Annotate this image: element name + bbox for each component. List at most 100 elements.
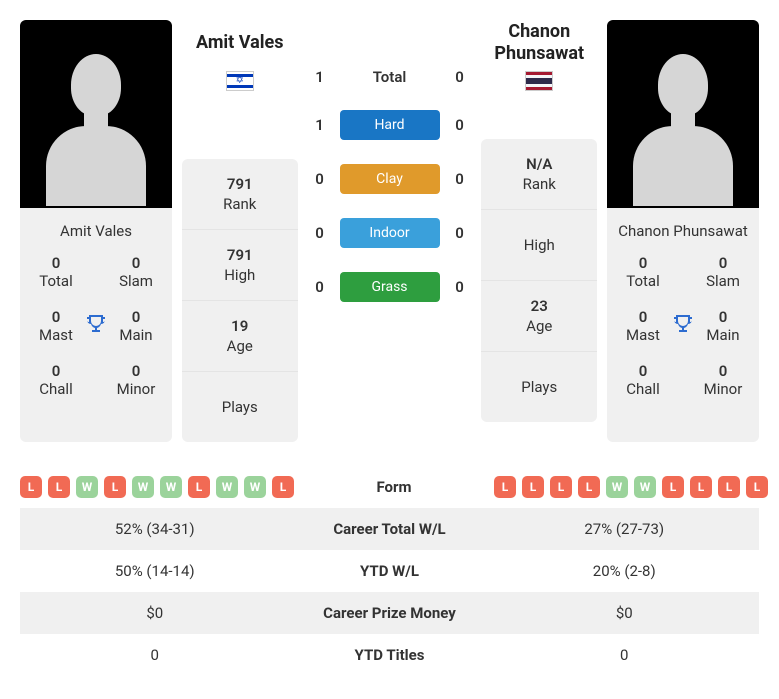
compare-table: LLWLWWLWWL Form LLLLWWLLLL 52% (34-31)Ca… bbox=[20, 466, 759, 676]
right-player-name-small: Chanon Phunsawat bbox=[607, 208, 759, 254]
form-result-box: W bbox=[132, 476, 154, 498]
compare-label-form: Form bbox=[294, 478, 494, 496]
h2h-surface-row: 0 Clay 0 bbox=[308, 164, 472, 194]
form-result-box: L bbox=[494, 476, 516, 498]
stat-high: High bbox=[481, 210, 597, 281]
h2h-right-score: 0 bbox=[448, 170, 472, 188]
left-player-name-small: Amit Vales bbox=[20, 208, 172, 254]
title-slam: 0 Slam bbox=[695, 254, 751, 290]
left-flag: ✡ bbox=[182, 70, 298, 91]
h2h-left-score: 0 bbox=[308, 278, 332, 296]
right-player-card: Chanon Phunsawat 0 Total 0 Slam 0 Mast 0… bbox=[607, 20, 759, 442]
surface-pill: Hard bbox=[340, 110, 440, 140]
title-total: 0 Total bbox=[615, 254, 671, 290]
form-result-box: L bbox=[550, 476, 572, 498]
top-comparison-row: Amit Vales 0 Total 0 Slam 0 Mast 0 Main bbox=[20, 20, 759, 442]
compare-label: Career Prize Money bbox=[290, 604, 490, 622]
h2h-left-score: 1 bbox=[308, 116, 332, 134]
h2h-total-left: 1 bbox=[308, 68, 332, 86]
form-result-box: L bbox=[718, 476, 740, 498]
compare-row: 50% (14-14)YTD W/L20% (2-8) bbox=[20, 550, 759, 592]
compare-label: YTD Titles bbox=[290, 646, 490, 664]
compare-left-value: 50% (14-14) bbox=[20, 562, 290, 580]
title-chall: 0 Chall bbox=[28, 362, 84, 398]
form-result-box: L bbox=[578, 476, 600, 498]
surface-pill: Grass bbox=[340, 272, 440, 302]
form-result-box: W bbox=[160, 476, 182, 498]
compare-row: 0YTD Titles0 bbox=[20, 634, 759, 676]
right-stat-col: Chanon Phunsawat N/A Rank High 23 Age Pl… bbox=[481, 20, 597, 442]
trophy-icon bbox=[671, 312, 695, 340]
stat-plays: Plays bbox=[481, 352, 597, 422]
stat-plays: Plays bbox=[182, 372, 298, 442]
left-player-photo bbox=[20, 20, 172, 208]
left-title-grid: 0 Total 0 Slam 0 Mast 0 Main 0 Chall bbox=[20, 254, 172, 412]
h2h-right-score: 0 bbox=[448, 116, 472, 134]
compare-label: YTD W/L bbox=[290, 562, 490, 580]
h2h-left-score: 0 bbox=[308, 170, 332, 188]
avatar-silhouette bbox=[46, 54, 146, 204]
title-main: 0 Main bbox=[108, 308, 164, 344]
form-result-box: W bbox=[244, 476, 266, 498]
h2h-total-row: 1 Total 0 bbox=[308, 68, 472, 86]
form-result-box: L bbox=[690, 476, 712, 498]
flag-thailand-icon bbox=[525, 71, 553, 91]
surface-pill: Indoor bbox=[340, 218, 440, 248]
title-minor: 0 Minor bbox=[695, 362, 751, 398]
title-minor: 0 Minor bbox=[108, 362, 164, 398]
stat-rank: N/A Rank bbox=[481, 139, 597, 210]
h2h-center-column: 1 Total 0 1 Hard 0 0 Clay 0 0 Indoor 0 0 Grass 0 bbox=[308, 20, 472, 442]
form-result-box: L bbox=[20, 476, 42, 498]
h2h-total-label: Total bbox=[340, 68, 440, 86]
compare-right-value: $0 bbox=[490, 604, 760, 622]
compare-left-value: 52% (34-31) bbox=[20, 520, 290, 538]
right-title-grid: 0 Total 0 Slam 0 Mast 0 Main 0 Chall bbox=[607, 254, 759, 412]
form-result-box: L bbox=[522, 476, 544, 498]
left-stat-list: 791 Rank 791 High 19 Age Plays bbox=[182, 159, 298, 442]
title-main: 0 Main bbox=[695, 308, 751, 344]
left-player-card: Amit Vales 0 Total 0 Slam 0 Mast 0 Main bbox=[20, 20, 172, 442]
compare-label: Career Total W/L bbox=[290, 520, 490, 538]
trophy-icon bbox=[84, 312, 108, 340]
form-result-box: L bbox=[188, 476, 210, 498]
h2h-right-score: 0 bbox=[448, 224, 472, 242]
compare-right-value: 27% (27-73) bbox=[490, 520, 760, 538]
right-form-sequence: LLLLWWLLLL bbox=[494, 466, 768, 508]
avatar-silhouette bbox=[633, 54, 733, 204]
form-result-box: L bbox=[104, 476, 126, 498]
left-form-sequence: LLWLWWLWWL bbox=[20, 466, 294, 508]
form-result-box: L bbox=[662, 476, 684, 498]
h2h-total-right: 0 bbox=[448, 68, 472, 86]
title-mast: 0 Mast bbox=[28, 308, 84, 344]
right-player-photo bbox=[607, 20, 759, 208]
right-flag bbox=[481, 70, 597, 91]
title-chall: 0 Chall bbox=[615, 362, 671, 398]
compare-row-form: LLWLWWLWWL Form LLLLWWLLLL bbox=[20, 466, 759, 508]
stat-age: 23 Age bbox=[481, 281, 597, 352]
stat-age: 19 Age bbox=[182, 301, 298, 372]
form-result-box: W bbox=[634, 476, 656, 498]
title-total: 0 Total bbox=[28, 254, 84, 290]
compare-row: 52% (34-31)Career Total W/L27% (27-73) bbox=[20, 508, 759, 550]
left-stat-col: Amit Vales ✡ 791 Rank 791 High 19 Age Pl… bbox=[182, 20, 298, 442]
right-player-name-big: Chanon Phunsawat bbox=[481, 20, 597, 66]
form-result-box: W bbox=[76, 476, 98, 498]
h2h-surface-row: 0 Grass 0 bbox=[308, 272, 472, 302]
right-stat-list: N/A Rank High 23 Age Plays bbox=[481, 139, 597, 422]
left-player-name-big: Amit Vales bbox=[182, 20, 298, 66]
surface-pill: Clay bbox=[340, 164, 440, 194]
h2h-right-score: 0 bbox=[448, 278, 472, 296]
form-result-box: L bbox=[272, 476, 294, 498]
title-slam: 0 Slam bbox=[108, 254, 164, 290]
compare-left-value: $0 bbox=[20, 604, 290, 622]
flag-israel-icon: ✡ bbox=[226, 71, 254, 91]
h2h-left-score: 0 bbox=[308, 224, 332, 242]
compare-row: $0Career Prize Money$0 bbox=[20, 592, 759, 634]
h2h-rows: 1 Total 0 1 Hard 0 0 Clay 0 0 Indoor 0 0 Grass 0 bbox=[308, 68, 472, 302]
stat-rank: 791 Rank bbox=[182, 159, 298, 230]
compare-right-value: 20% (2-8) bbox=[490, 562, 760, 580]
h2h-surface-row: 1 Hard 0 bbox=[308, 110, 472, 140]
title-mast: 0 Mast bbox=[615, 308, 671, 344]
form-result-box: L bbox=[48, 476, 70, 498]
compare-right-value: 0 bbox=[490, 646, 760, 664]
